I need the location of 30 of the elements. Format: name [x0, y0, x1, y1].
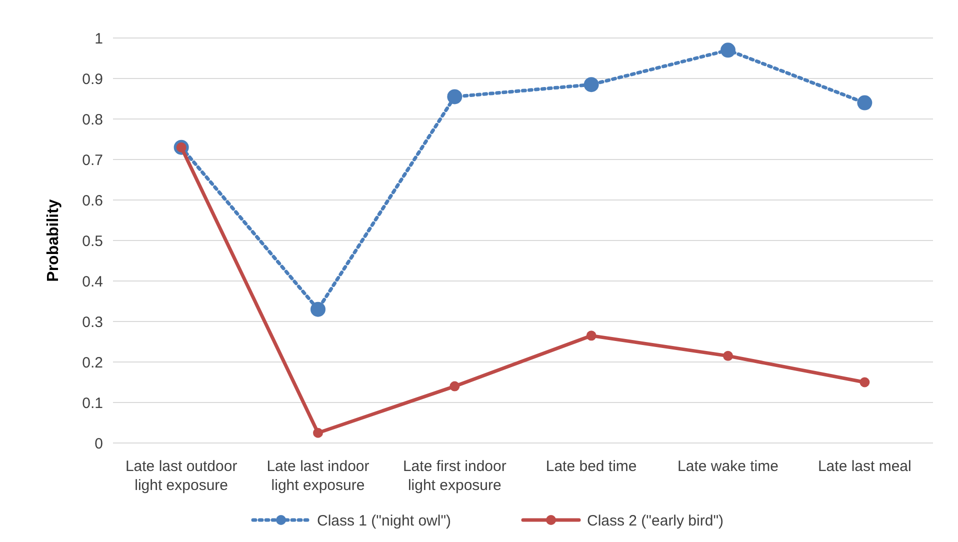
- y-tick-label: 0.4: [82, 273, 103, 290]
- y-tick-label: 0.8: [82, 111, 103, 128]
- y-tick-label: 0.5: [82, 232, 103, 250]
- y-tick-label: 0.6: [82, 192, 103, 210]
- y-tick-label: 0.2: [82, 354, 103, 372]
- y-tick-label: 0.9: [82, 70, 103, 88]
- point: [586, 330, 596, 341]
- point: [450, 381, 460, 392]
- point: [313, 428, 323, 438]
- point: [860, 377, 870, 388]
- y-tick-label: 0.7: [82, 152, 103, 169]
- legend-label: Class 2 ("early bird"): [587, 512, 724, 530]
- x-tick-label: Late wake time: [678, 458, 778, 475]
- y-tick-label: 0.1: [82, 394, 103, 412]
- y-tick-label: 0.3: [82, 314, 103, 331]
- point: [723, 350, 733, 361]
- x-tick-label: Late first indoor light exposure: [402, 458, 506, 494]
- x-tick-label: Late last outdoor light exposure: [125, 458, 238, 494]
- x-tick-label: Late last indoor light exposure: [266, 458, 370, 494]
- point: [584, 77, 599, 92]
- y-tick-label: 0: [94, 435, 103, 452]
- y-axis-title: Probability: [45, 199, 62, 282]
- x-tick-label: Late last meal: [818, 458, 912, 475]
- y-tick-label: 1: [94, 30, 103, 48]
- legend-label: Class 1 ("night owl"): [317, 512, 452, 530]
- point: [447, 89, 462, 104]
- point: [310, 302, 326, 317]
- point: [857, 95, 872, 110]
- point: [720, 42, 736, 58]
- x-tick-label: Late bed time: [546, 458, 637, 475]
